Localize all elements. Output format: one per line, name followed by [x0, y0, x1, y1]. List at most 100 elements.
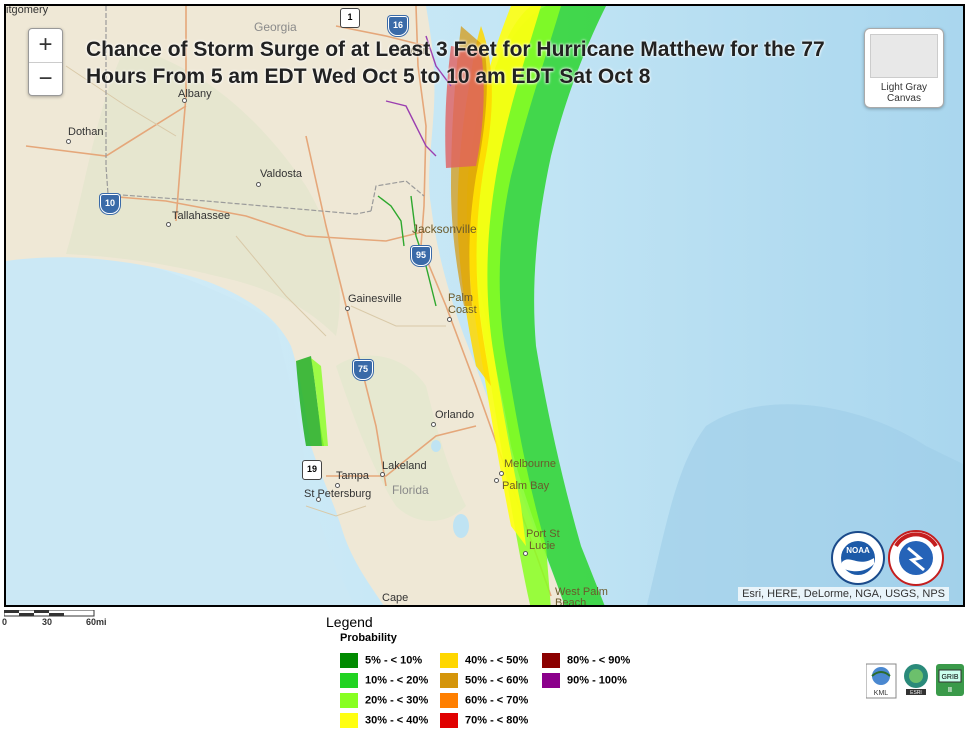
- svg-text:KML: KML: [874, 690, 889, 697]
- agency-logos: NOAA: [828, 528, 946, 593]
- place-port-st: Port St: [526, 528, 560, 540]
- zoom-in-button[interactable]: +: [29, 29, 62, 63]
- city-dot: [66, 139, 71, 144]
- legend-item: 50% - < 60%: [440, 673, 528, 688]
- legend-swatch: [440, 673, 458, 688]
- legend-label: 50% - < 60%: [465, 674, 529, 687]
- place-tallahassee: Tallahassee: [172, 210, 231, 222]
- city-dot: [499, 471, 504, 476]
- place-palm: Palm: [448, 292, 474, 304]
- city-dot: [335, 483, 340, 488]
- place-orlando: Orlando: [435, 409, 475, 421]
- place-lakeland: Lakeland: [382, 460, 427, 472]
- city-dot: [447, 317, 452, 322]
- city-dot: [380, 472, 385, 477]
- city-dot: [431, 422, 436, 427]
- legend-item: 90% - 100%: [542, 673, 627, 688]
- basemap-thumbnail: [870, 34, 938, 78]
- city-dot: [345, 306, 350, 311]
- legend-title: Legend: [326, 614, 373, 630]
- svg-text:NOAA: NOAA: [846, 546, 870, 555]
- interstate-10-shield: 10: [100, 194, 120, 214]
- grib2-download-icon[interactable]: GRIB II: [936, 664, 964, 696]
- legend-subtitle: Probability: [340, 632, 397, 644]
- place-gainesville: Gainesville: [348, 293, 402, 305]
- legend-label: 5% - < 10%: [365, 654, 423, 667]
- place-albany: Albany: [178, 88, 212, 100]
- map-basemap: [6, 6, 963, 605]
- legend-label: 70% - < 80%: [465, 714, 529, 727]
- us-1-shield: 1: [340, 8, 360, 28]
- basemap-label-line1: Light Gray: [880, 82, 928, 93]
- legend-swatch: [340, 673, 358, 688]
- legend-swatch: [340, 653, 358, 668]
- place-beach: Beach: [555, 597, 587, 607]
- svg-text:GRIB: GRIB: [941, 674, 958, 681]
- place-montgomery: itgomery: [6, 4, 49, 16]
- place-coast: Coast: [448, 304, 477, 316]
- interstate-75-shield: 75: [353, 360, 373, 380]
- place-west-palm: West Palm: [555, 586, 608, 598]
- legend-item: 5% - < 10%: [340, 653, 422, 668]
- city-dot: [182, 98, 187, 103]
- legend-swatch: [440, 713, 458, 728]
- legend-label: 90% - 100%: [567, 674, 627, 687]
- scale-bar: [4, 610, 95, 617]
- zoom-out-button[interactable]: −: [38, 65, 53, 92]
- legend-swatch: [542, 653, 560, 668]
- city-dot: [494, 478, 499, 483]
- legend-label: 80% - < 90%: [567, 654, 631, 667]
- svg-text:ESRI: ESRI: [910, 690, 922, 696]
- place-valdosta: Valdosta: [260, 168, 302, 180]
- place-dothan: Dothan: [68, 126, 104, 138]
- basemap-toggle-button[interactable]: Light Gray Canvas: [864, 28, 944, 108]
- legend-item: 80% - < 90%: [542, 653, 630, 668]
- basemap-label-line2: Canvas: [887, 93, 921, 104]
- legend-item: 30% - < 40%: [340, 713, 428, 728]
- map-attribution: Esri, HERE, DeLorme, NGA, USGS, NPS: [738, 587, 949, 601]
- download-icons: KML ESRI GRIB II: [866, 663, 964, 699]
- scale-label-60: 60mi: [86, 617, 107, 627]
- interstate-95-shield: 95: [411, 246, 431, 266]
- legend-label: 10% - < 20%: [365, 674, 429, 687]
- city-dot: [523, 551, 528, 556]
- noaa-logo-icon: NOAA: [831, 531, 885, 585]
- surge-probability-bands: [445, 6, 606, 605]
- interstate-16-shield: 16: [388, 16, 408, 36]
- legend-item: 10% - < 20%: [340, 673, 428, 688]
- legend-swatch: [340, 693, 358, 708]
- legend-label: 30% - < 40%: [365, 714, 429, 727]
- legend-swatch: [340, 713, 358, 728]
- place-jacksonville: Jacksonville: [412, 222, 477, 236]
- us-19-shield: 19: [302, 460, 322, 480]
- legend-item: 40% - < 50%: [440, 653, 528, 668]
- legend-item: 70% - < 80%: [440, 713, 528, 728]
- svg-text:II: II: [948, 687, 952, 694]
- city-dot: [256, 182, 261, 187]
- zoom-control: + −: [28, 28, 63, 96]
- legend-item: 60% - < 70%: [440, 693, 528, 708]
- place-melbourne: Melbourne: [504, 458, 556, 470]
- city-dot: [316, 497, 321, 502]
- place-lucie: Lucie: [529, 540, 556, 552]
- place-tampa: Tampa: [336, 470, 370, 482]
- legend-label: 40% - < 50%: [465, 654, 529, 667]
- place-cape: Cape: [382, 592, 409, 604]
- legend-label: 60% - < 70%: [465, 694, 529, 707]
- legend-swatch: [542, 673, 560, 688]
- nws-logo-icon: [888, 530, 944, 586]
- esri-shapefile-download-icon[interactable]: ESRI: [904, 664, 928, 696]
- legend-swatch: [440, 693, 458, 708]
- scale-label-30: 30: [42, 617, 53, 627]
- state-florida: Florida: [392, 483, 429, 497]
- city-dot: [166, 222, 171, 227]
- place-palm-bay: Palm Bay: [502, 480, 550, 492]
- legend-swatch: [440, 653, 458, 668]
- map-title: Chance of Storm Surge of at Least 3 Feet…: [86, 38, 825, 88]
- place-st-petersburg: St Petersburg: [304, 488, 372, 500]
- place-stewart: Stewart: [392, 45, 430, 57]
- legend-item: 20% - < 30%: [340, 693, 428, 708]
- scale-label-0: 0: [2, 617, 8, 627]
- map-view[interactable]: itgomery Georgia Albany Dothan Valdosta …: [4, 4, 965, 607]
- kml-download-icon[interactable]: KML: [866, 663, 897, 699]
